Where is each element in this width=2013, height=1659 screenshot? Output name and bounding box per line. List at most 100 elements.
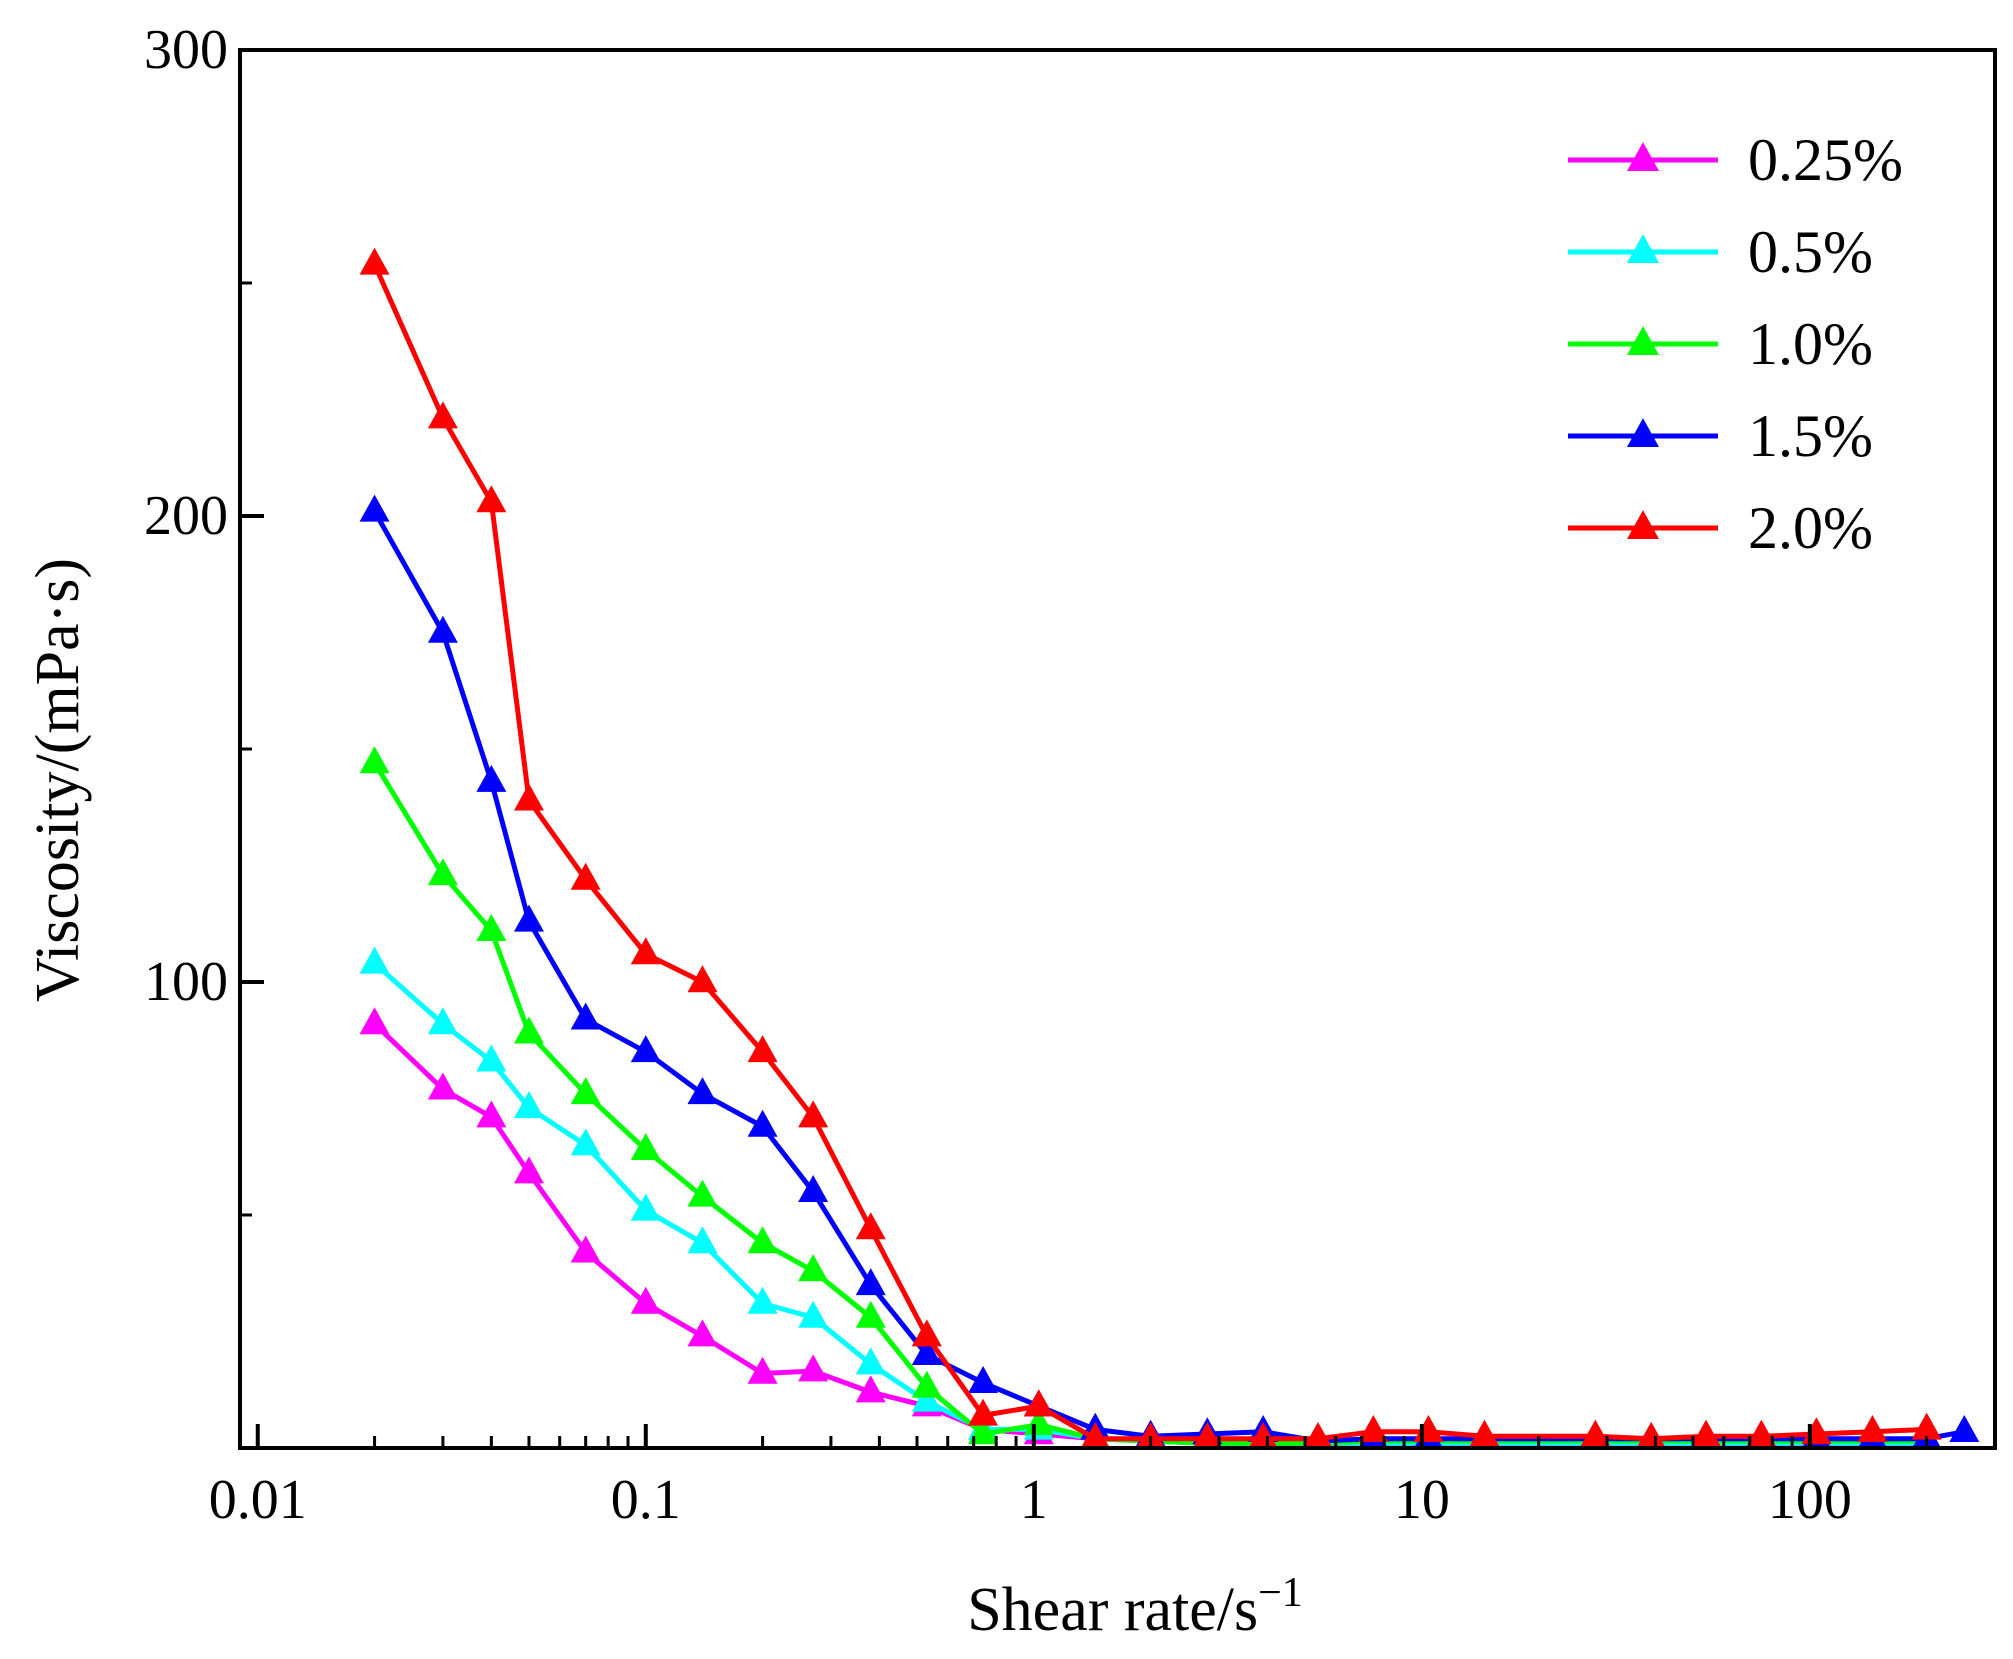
legend-item-1.0%: 1.0% — [1568, 311, 1873, 377]
data-point — [476, 764, 507, 792]
data-point — [476, 914, 507, 941]
data-point — [1911, 1412, 1942, 1440]
legend-marker — [1627, 234, 1659, 263]
y-tick-label: 300 — [144, 19, 228, 81]
data-point — [1469, 1419, 1500, 1447]
data-point — [1580, 1419, 1611, 1447]
legend-label: 0.5% — [1748, 219, 1873, 285]
legend-item-0.5%: 0.5% — [1568, 219, 1873, 285]
x-tick-label: 0.1 — [611, 1469, 681, 1531]
data-point — [630, 1035, 661, 1063]
y-tick-label: 100 — [144, 951, 228, 1013]
data-point — [1303, 1421, 1333, 1448]
data-point — [476, 485, 507, 513]
legend-marker — [1627, 142, 1659, 171]
data-point — [359, 1007, 390, 1035]
x-tick-label: 1 — [1020, 1469, 1048, 1531]
legend-marker — [1627, 418, 1659, 447]
data-point — [427, 615, 458, 643]
series-line-2.0% — [372, 263, 1927, 1442]
data-point — [747, 1356, 778, 1384]
data-point — [911, 1370, 942, 1398]
data-point — [570, 1128, 601, 1156]
data-point — [513, 783, 544, 811]
legend-item-2.0%: 2.0% — [1568, 495, 1873, 561]
data-point — [1413, 1414, 1444, 1442]
data-point — [968, 1398, 999, 1426]
data-point — [359, 746, 390, 774]
legend-item-0.25%: 0.25% — [1568, 127, 1903, 193]
data-point — [1136, 1421, 1166, 1448]
data-point — [798, 1354, 829, 1382]
data-point — [1192, 1421, 1222, 1448]
series-0.25% — [359, 1007, 1939, 1448]
legend-marker — [1627, 326, 1659, 355]
legend-marker — [1627, 510, 1659, 539]
data-point — [1248, 1421, 1278, 1448]
data-point — [630, 937, 661, 965]
data-point — [855, 1375, 886, 1403]
data-point — [798, 1254, 829, 1282]
data-point — [1857, 1414, 1888, 1442]
data-point — [968, 1366, 999, 1394]
data-point — [513, 1016, 544, 1044]
data-point — [687, 965, 718, 993]
data-point — [427, 858, 458, 886]
series-line-1.0% — [372, 761, 1927, 1446]
data-point — [513, 1091, 544, 1119]
data-point — [1023, 1389, 1054, 1417]
legend-label: 2.0% — [1748, 495, 1873, 561]
data-point — [911, 1384, 942, 1412]
x-axis-title: Shear rate/s−1 — [967, 1570, 1303, 1644]
legend: 0.25% 0.5% 1.0% 1.5% 2.0% — [1568, 127, 1903, 561]
data-point — [476, 1044, 507, 1072]
data-point — [687, 1179, 718, 1207]
series-1.0% — [359, 746, 1940, 1448]
data-point — [798, 1100, 829, 1128]
data-point — [1636, 1421, 1666, 1448]
legend-label: 1.5% — [1748, 403, 1873, 469]
y-axis-title: Viscosity/(mPa·s) — [24, 558, 92, 1002]
series-line-1.5% — [372, 510, 1965, 1444]
data-point — [513, 904, 544, 932]
data-point — [1746, 1419, 1777, 1447]
plot-area — [359, 247, 1980, 1448]
axis-titles: Shear rate/s−1 Viscosity/(mPa·s) — [24, 558, 1303, 1644]
data-point — [427, 401, 458, 429]
data-point — [855, 1212, 886, 1240]
axes: 0.01 0.1 1 10 100 100 200 300 — [144, 19, 1997, 1531]
data-point — [1080, 1421, 1110, 1448]
data-point — [476, 1100, 507, 1128]
data-point — [1358, 1414, 1389, 1442]
data-point — [359, 494, 390, 522]
series-2.0% — [359, 247, 1942, 1448]
series-line-0.5% — [372, 961, 1927, 1446]
data-point — [687, 1077, 718, 1105]
x-axis-title-superscript: −1 — [1258, 1570, 1303, 1616]
data-point — [911, 1338, 942, 1366]
data-point — [911, 1319, 942, 1347]
data-point — [1949, 1414, 1980, 1442]
data-point — [747, 1109, 778, 1137]
data-point — [359, 946, 390, 974]
legend-label: 1.0% — [1748, 311, 1873, 377]
data-point — [855, 1347, 886, 1375]
data-point — [968, 1417, 999, 1445]
data-point — [570, 1235, 601, 1263]
y-tick-label: 200 — [144, 485, 228, 547]
data-point — [427, 1072, 458, 1100]
data-point — [1023, 1407, 1054, 1435]
x-tick-label: 100 — [1768, 1469, 1852, 1531]
data-point — [359, 247, 390, 275]
data-point — [855, 1300, 886, 1328]
data-point — [747, 1226, 778, 1254]
legend-item-1.5%: 1.5% — [1568, 403, 1873, 469]
series-1.5% — [359, 494, 1980, 1448]
data-point — [630, 1133, 661, 1161]
data-point — [798, 1174, 829, 1202]
data-point — [687, 1226, 718, 1254]
x-tick-label: 0.01 — [209, 1469, 307, 1531]
data-point — [570, 1077, 601, 1105]
plot-frame — [238, 48, 1997, 1450]
